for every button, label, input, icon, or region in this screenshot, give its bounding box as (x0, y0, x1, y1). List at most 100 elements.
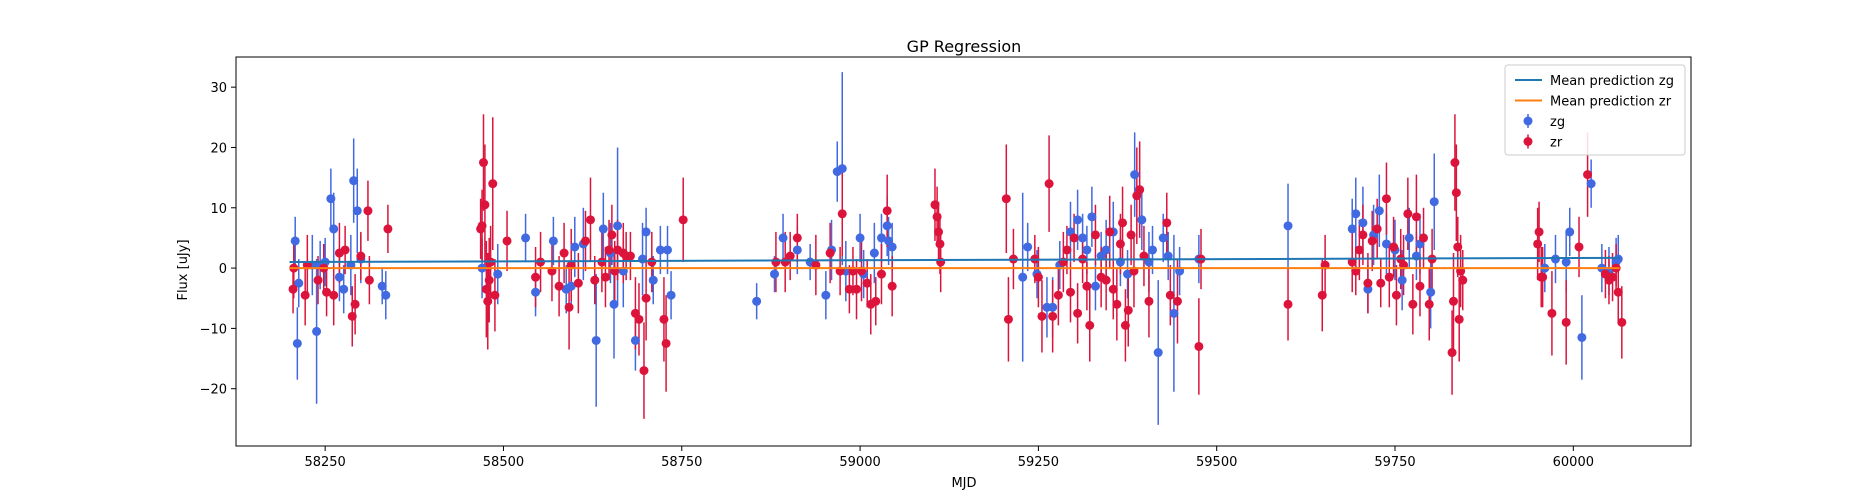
zg-point (1023, 242, 1033, 252)
zr-point (1037, 311, 1047, 321)
zr-point (1033, 272, 1043, 282)
zg-point (326, 194, 336, 204)
zr-point (1101, 275, 1111, 285)
zr-point (1538, 272, 1548, 282)
zg-point (591, 335, 601, 345)
zg-point (493, 269, 503, 279)
zg-point (1397, 275, 1407, 285)
zg-point (1169, 308, 1179, 318)
zr-point (792, 233, 802, 243)
legend-label: zg (1550, 115, 1565, 130)
zg-point (769, 269, 779, 279)
zr-point (1062, 245, 1072, 255)
zg-point (1148, 245, 1158, 255)
zg-point (855, 233, 865, 243)
zg-point (1577, 332, 1587, 342)
zg-point (887, 242, 897, 252)
zg-point (292, 338, 302, 348)
zr-point (322, 287, 332, 297)
zr-point (1454, 314, 1464, 324)
zr-point (340, 245, 350, 255)
zg-point (1347, 224, 1357, 234)
zr-point (1044, 179, 1054, 189)
zg-point (1073, 215, 1083, 225)
x-tick-label: 59750 (1374, 455, 1415, 470)
zr-point (1448, 296, 1458, 306)
zr-point (1112, 299, 1122, 309)
zr-point (1065, 287, 1075, 297)
zr-point (590, 275, 600, 285)
zg-point (349, 176, 359, 186)
mean-prediction-lines (289, 256, 1620, 270)
zg-point (1087, 212, 1097, 222)
zr-point (1367, 236, 1377, 246)
x-tick-label: 60000 (1553, 455, 1594, 470)
zr-point (659, 314, 669, 324)
zr-point (647, 257, 657, 267)
zr-point (1073, 308, 1083, 318)
y-axis-ticks: −20 −10 0 10 20 30 (200, 81, 236, 398)
zg-point (752, 296, 762, 306)
zg-point (566, 281, 576, 291)
x-tick-label: 59500 (1196, 455, 1237, 470)
zr-point (329, 290, 339, 300)
zr-point (1118, 218, 1128, 228)
zr-point (347, 311, 357, 321)
mean-prediction-line-zg (289, 256, 1620, 264)
zg-point (1381, 239, 1391, 249)
zr-point (1085, 320, 1095, 330)
x-tick-label: 58750 (661, 455, 702, 470)
zr-point (1090, 230, 1100, 240)
zr-point (641, 293, 651, 303)
zr-point (882, 206, 892, 216)
zg-point (290, 236, 300, 246)
zr-point (554, 281, 564, 291)
zg-point (548, 236, 558, 246)
zg-point (778, 233, 788, 243)
zr-point (1403, 209, 1413, 219)
zg-point (663, 245, 673, 255)
zr-point (1453, 242, 1463, 252)
zg-point (630, 335, 640, 345)
zr-errorbars (292, 114, 1623, 419)
y-axis-label: Flux [uJy] (176, 239, 191, 300)
zr-point (1534, 227, 1544, 237)
x-axis-ticks: 58250 58500 58750 59000 59250 59500 59750 60000 (304, 446, 1594, 470)
zr-point (1162, 218, 1172, 228)
zr-point (1381, 194, 1391, 204)
x-tick-label: 58250 (304, 455, 345, 470)
zr-point (580, 236, 590, 246)
zr-point (300, 290, 310, 300)
zr-point (934, 227, 944, 237)
zr-point (481, 284, 491, 294)
y-tick-label: 0 (219, 262, 227, 277)
zr-point (1165, 290, 1175, 300)
zr-point (1120, 320, 1130, 330)
zr-point (1451, 188, 1461, 198)
zr-point (383, 224, 393, 234)
zg-point (521, 233, 531, 243)
zr-point (785, 251, 795, 261)
zr-point (363, 206, 373, 216)
zg-point (655, 245, 665, 255)
zr-point (932, 212, 942, 222)
y-tick-label: −10 (200, 322, 227, 337)
y-tick-label: −20 (200, 383, 227, 398)
legend-box (1504, 64, 1686, 156)
zr-point (1053, 290, 1063, 300)
zr-point (1139, 251, 1149, 261)
zr-point (604, 245, 614, 255)
zg-point (1130, 170, 1140, 180)
zg-point (339, 284, 349, 294)
legend-label: Mean prediction zg (1550, 74, 1674, 89)
zg-point (570, 242, 580, 252)
x-tick-label: 59250 (1018, 455, 1059, 470)
zg-point (837, 164, 847, 174)
zr-point (1561, 317, 1571, 327)
zr-point (1533, 239, 1543, 249)
zr-point (935, 239, 945, 249)
zr-point (639, 366, 649, 376)
zr-point (887, 281, 897, 291)
legend: Mean prediction zg Mean prediction zr zg zr (1504, 64, 1686, 156)
